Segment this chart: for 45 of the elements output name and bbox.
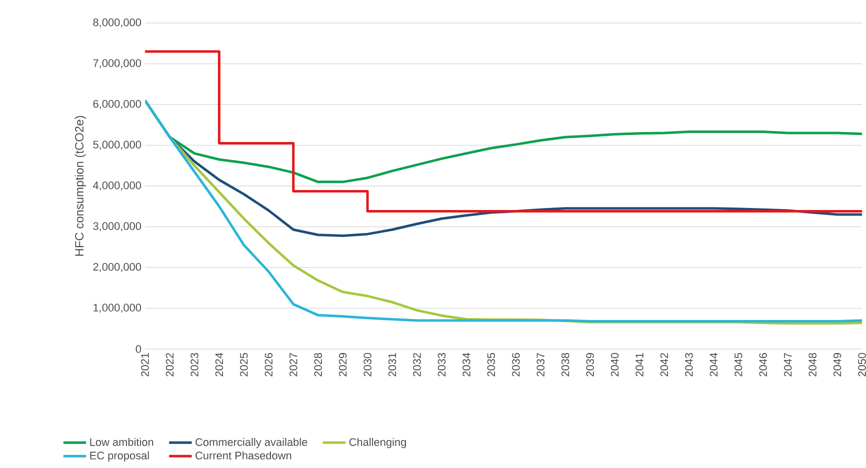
x-tick-label: 2032: [413, 353, 421, 376]
x-tick-label: 2037: [536, 353, 544, 376]
x-tick-label: 2039: [586, 353, 594, 376]
y-tick-label: 2,000,000: [93, 262, 142, 272]
y-tick-label: 5,000,000: [93, 140, 142, 150]
x-tick-label: 2033: [438, 353, 446, 376]
y-tick-label: 1,000,000: [94, 304, 142, 313]
x-tick-label: 2036: [512, 353, 520, 376]
legend-label: Commercially available: [196, 438, 308, 448]
x-tick-label: 2025: [240, 352, 248, 376]
y-tick-label: 6,000,000: [93, 100, 142, 110]
x-tick-label: 2027: [289, 353, 298, 376]
x-tick-label: 2040: [610, 352, 619, 376]
x-tick-label: 2044: [710, 352, 718, 376]
x-tick-label: 2028: [314, 353, 322, 376]
y-tick-label: 8,000,000: [93, 18, 142, 28]
y-axis-title: HFC consumption (tCO2e): [74, 116, 86, 256]
x-tick-label: 2022: [166, 353, 174, 376]
x-tick-label: 2050: [858, 352, 866, 376]
x-tick-label: 2026: [264, 353, 273, 376]
y-tick-label: 0: [136, 345, 142, 353]
x-tick-label: 2047: [784, 353, 792, 376]
x-tick-label: 2046: [759, 353, 767, 376]
x-tick-label: 2030: [364, 352, 372, 376]
y-tick-label: 7,000,000: [93, 59, 142, 68]
x-tick-label: 2024: [215, 352, 224, 376]
x-tick-label: 2031: [388, 353, 396, 376]
x-tick-label: 2048: [808, 353, 816, 376]
legend-label: Challenging: [349, 438, 406, 448]
legend-label: EC proposal: [90, 451, 149, 462]
legend-label: Current Phasedown: [196, 451, 292, 460]
y-tick-label: 3,000,000: [93, 222, 142, 232]
x-tick-label: 2043: [685, 353, 693, 376]
x-tick-label: 2034: [462, 352, 470, 376]
x-tick-label: 2029: [338, 353, 347, 376]
x-tick-label: 2042: [660, 353, 668, 376]
x-tick-label: 2023: [190, 353, 198, 376]
x-tick-label: 2045: [734, 352, 742, 376]
y-tick-label: 4,000,000: [92, 181, 142, 191]
x-tick-label: 2041: [636, 353, 644, 376]
x-tick-label: 2049: [833, 353, 842, 376]
x-tick-label: 2021: [141, 353, 149, 376]
legend-label: Low ambition: [90, 438, 154, 446]
x-tick-label: 2035: [487, 352, 496, 376]
x-tick-label: 2038: [561, 353, 570, 376]
